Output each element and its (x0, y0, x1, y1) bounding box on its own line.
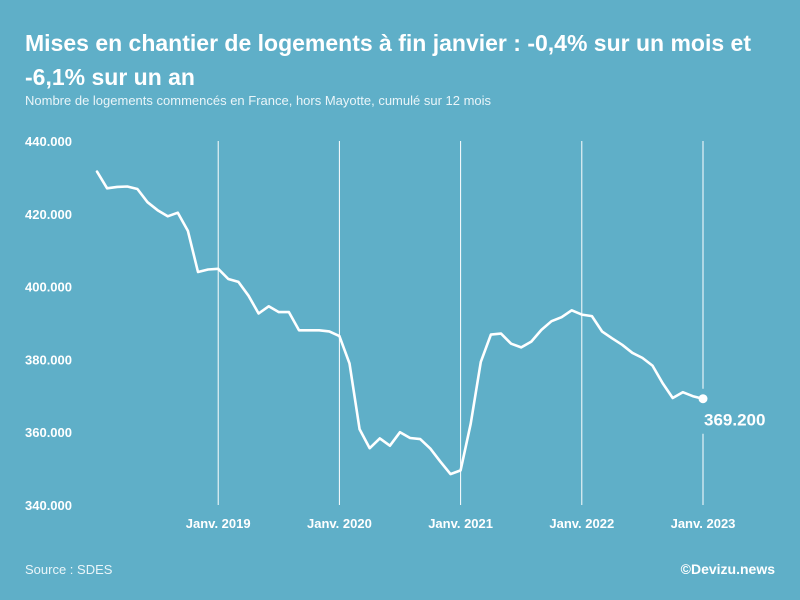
x-tick-label: Janv. 2020 (307, 516, 372, 531)
y-tick-label: 380.000 (25, 352, 72, 367)
series-group (95, 170, 705, 476)
last-value-label: 369.200 (704, 411, 765, 430)
annotation-group: 369.200 (698, 394, 765, 430)
x-tick-label: Janv. 2023 (671, 516, 736, 531)
x-tick-label: Janv. 2022 (549, 516, 614, 531)
series-line (95, 170, 705, 476)
gridlines (217, 141, 704, 505)
y-tick-label: 340.000 (25, 498, 72, 513)
source-note: Source : SDES (25, 562, 113, 577)
x-axis: Janv. 2019 Janv. 2020 Janv. 2021 Janv. 2022… (186, 516, 736, 531)
chart-subtitle: Nombre de logements commencés en France,… (25, 93, 492, 108)
chart-title: Mises en chantier de logements à fin jan… (25, 30, 751, 90)
brand-credit: ©Devizu.news (680, 561, 775, 577)
y-tick-label: 360.000 (25, 425, 72, 440)
x-tick-label: Janv. 2021 (428, 516, 493, 531)
last-point-marker (698, 394, 708, 404)
x-tick-label: Janv. 2019 (186, 516, 251, 531)
y-tick-label: 420.000 (25, 207, 72, 222)
y-axis: 440.000 420.000 400.000 380.000 360.000 340.0… (25, 134, 72, 513)
y-tick-label: 400.000 (25, 280, 72, 295)
y-tick-label: 440.000 (25, 134, 72, 149)
